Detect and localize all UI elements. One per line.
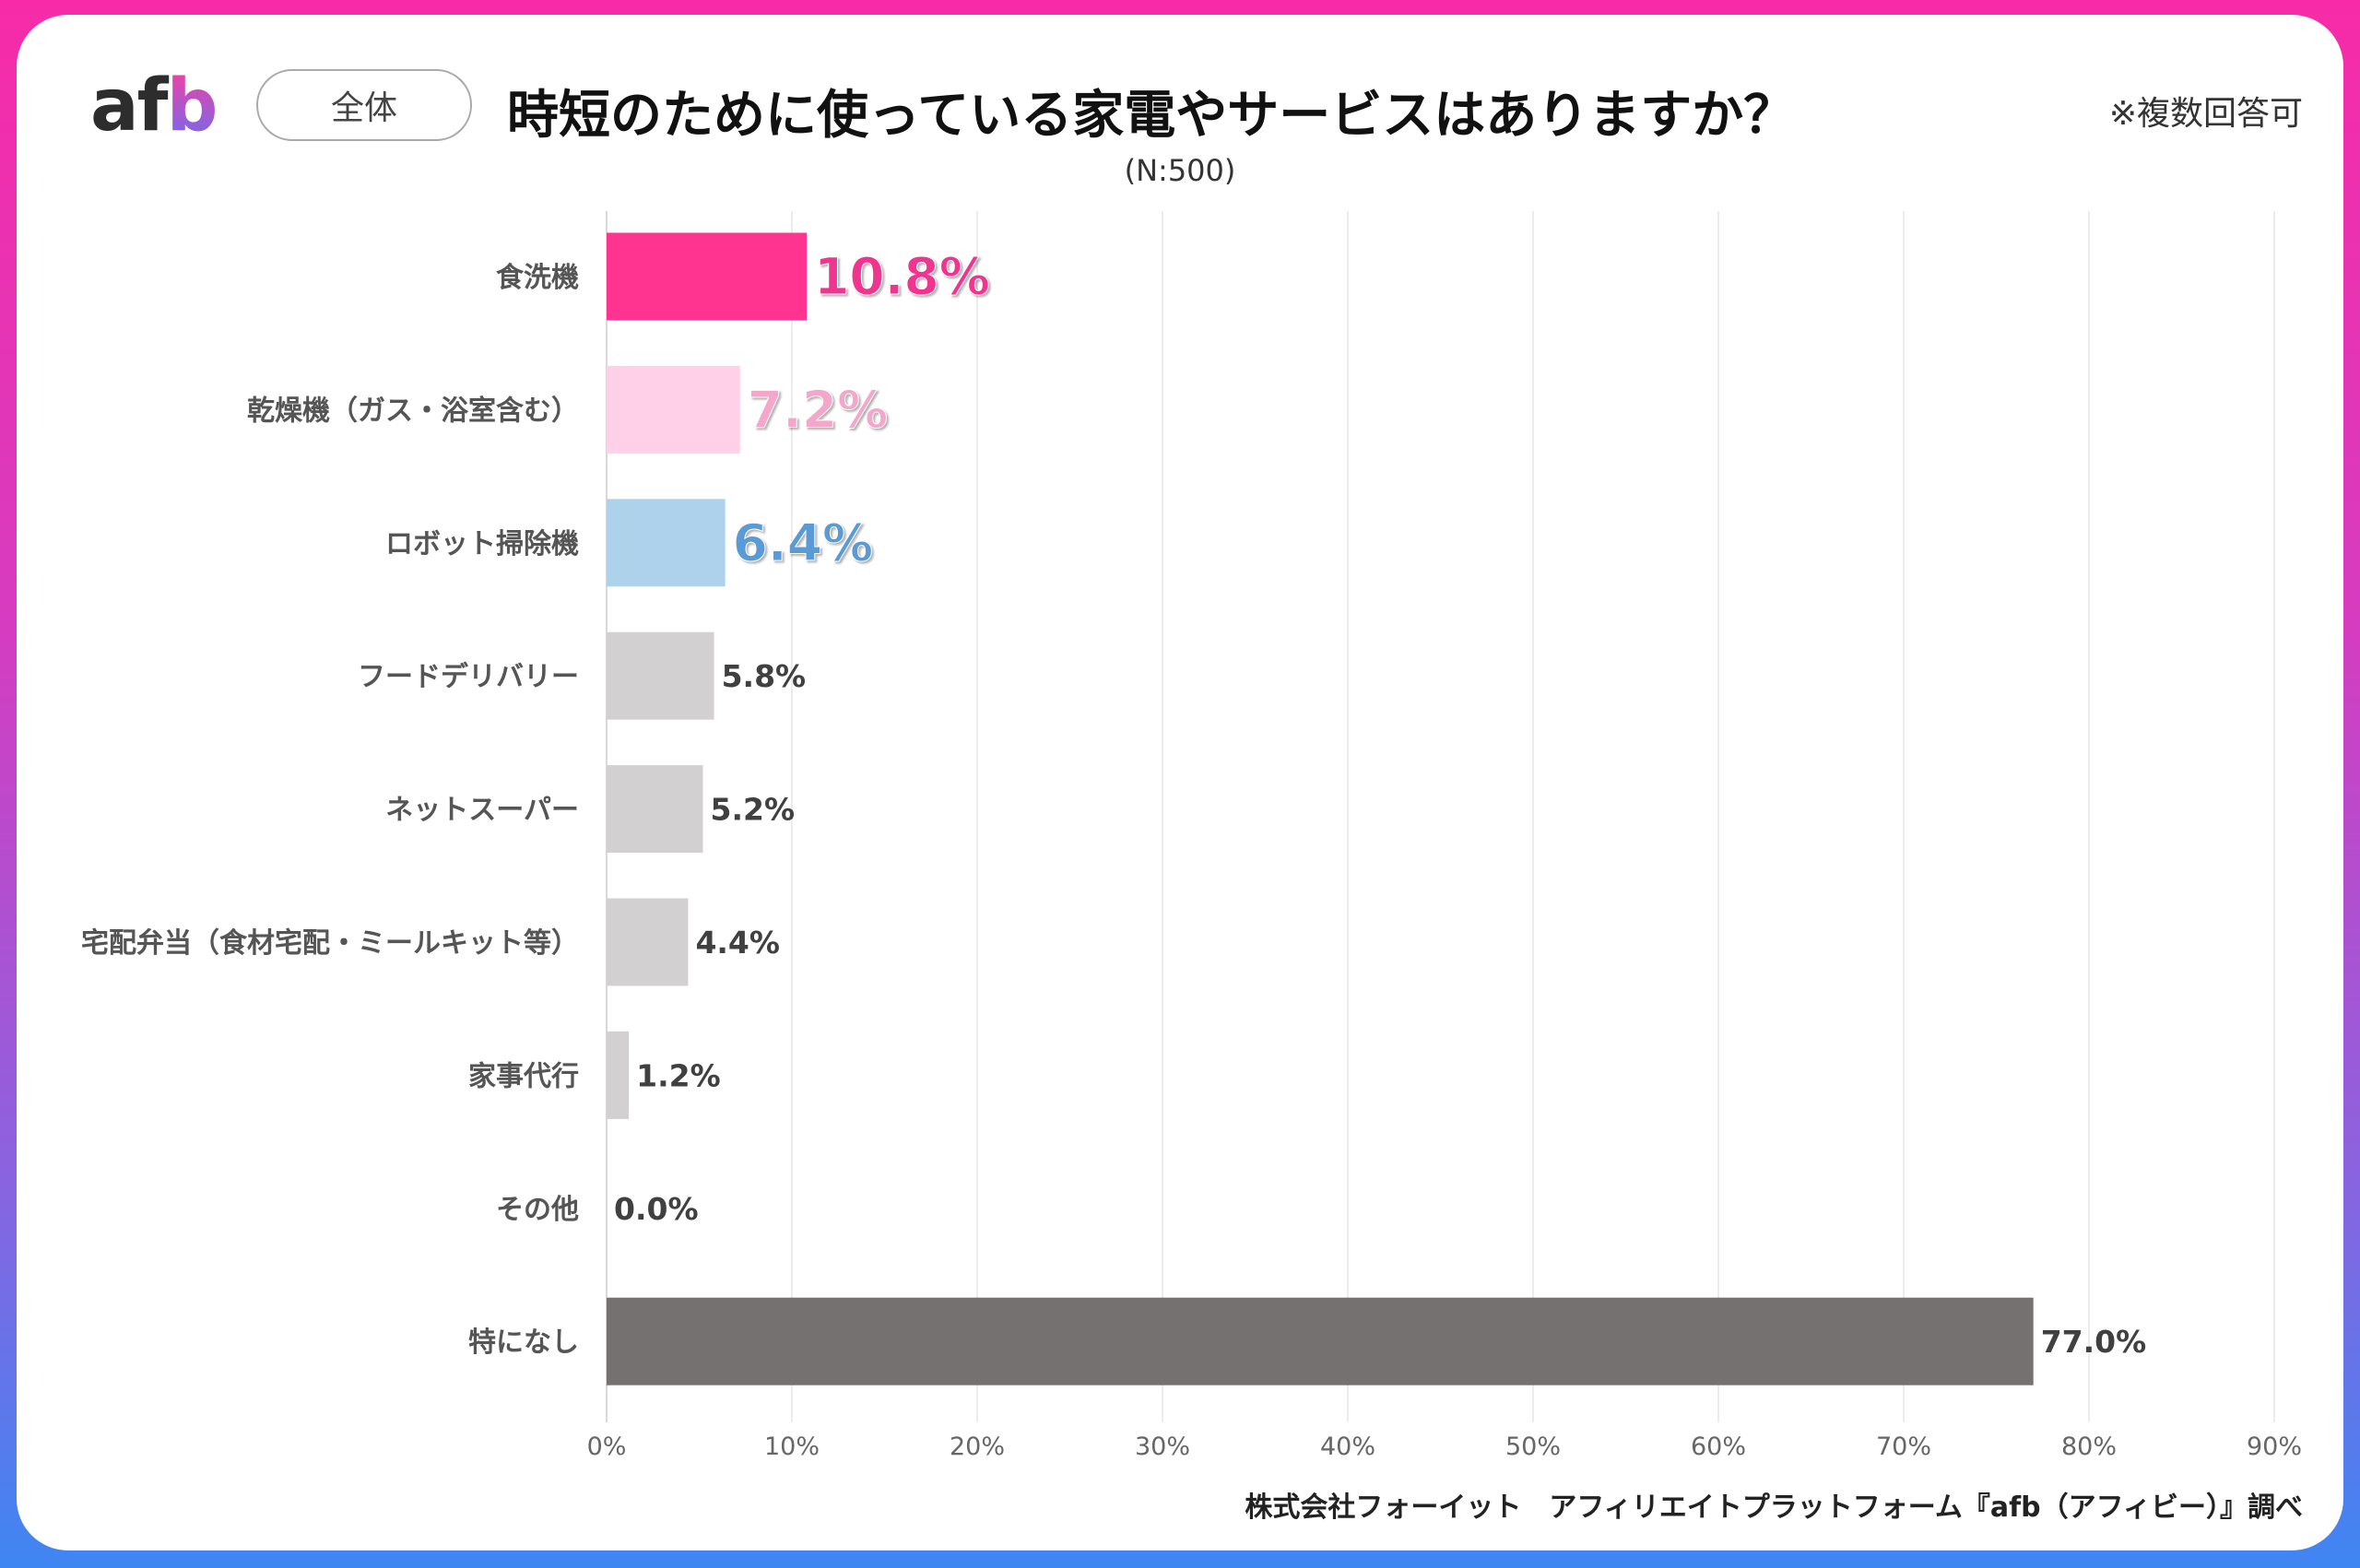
category-label: 特になし	[468, 1326, 579, 1359]
multiple-answer-note: ※複数回答可	[2108, 95, 2303, 133]
category-label: 宅配弁当（食材宅配・ミールキット等）	[81, 927, 579, 960]
category-label: フードデリバリー	[358, 661, 579, 693]
bar	[607, 898, 689, 986]
chart-title: 時短のために使っている家電やサービスはありますか？	[507, 86, 1796, 146]
bar	[607, 765, 703, 854]
x-tick-label: 50%	[1505, 1432, 1561, 1461]
value-label: 1.2%	[636, 1057, 721, 1093]
x-tick-label: 0%	[587, 1432, 627, 1461]
category-label: 食洗機	[496, 262, 579, 294]
x-tick-label: 80%	[2061, 1432, 2117, 1461]
bar	[607, 1031, 630, 1119]
afb-logo: afb	[90, 65, 218, 147]
card	[17, 15, 2343, 1550]
value-label: 5.2%	[711, 792, 796, 828]
sample-size: (N:500)	[1124, 153, 1236, 188]
category-label: ロボット掃除機	[385, 528, 579, 560]
x-tick-label: 60%	[1691, 1432, 1746, 1461]
x-tick-label: 20%	[950, 1432, 1005, 1461]
segment-badge: 全体	[256, 69, 472, 141]
value-label: 6.4%	[733, 513, 874, 572]
category-label: 乾燥機（ガス・浴室含む）	[247, 395, 579, 427]
bar	[607, 1297, 2034, 1385]
value-label: 4.4%	[695, 925, 780, 961]
value-label: 7.2%	[748, 380, 889, 439]
bar	[607, 232, 808, 321]
x-tick-label: 70%	[1876, 1432, 1931, 1461]
category-label: その他	[496, 1194, 579, 1226]
value-label: 10.8%	[814, 247, 990, 306]
source-footer: 株式会社フォーイット アフィリエイトプラットフォーム『afb（アフィビー）』調べ	[1245, 1491, 2303, 1524]
bar	[607, 365, 740, 454]
value-label: 5.8%	[722, 658, 807, 694]
x-tick-label: 30%	[1135, 1432, 1190, 1461]
value-label: 0.0%	[614, 1191, 699, 1227]
bar	[607, 499, 726, 587]
x-tick-label: 90%	[2247, 1432, 2302, 1461]
category-label: 家事代行	[468, 1060, 579, 1092]
category-label: ネットスーパー	[385, 795, 579, 827]
value-label: 77.0%	[2041, 1324, 2147, 1360]
x-tick-label: 10%	[764, 1432, 820, 1461]
x-tick-label: 40%	[1320, 1432, 1375, 1461]
bar	[607, 631, 714, 720]
